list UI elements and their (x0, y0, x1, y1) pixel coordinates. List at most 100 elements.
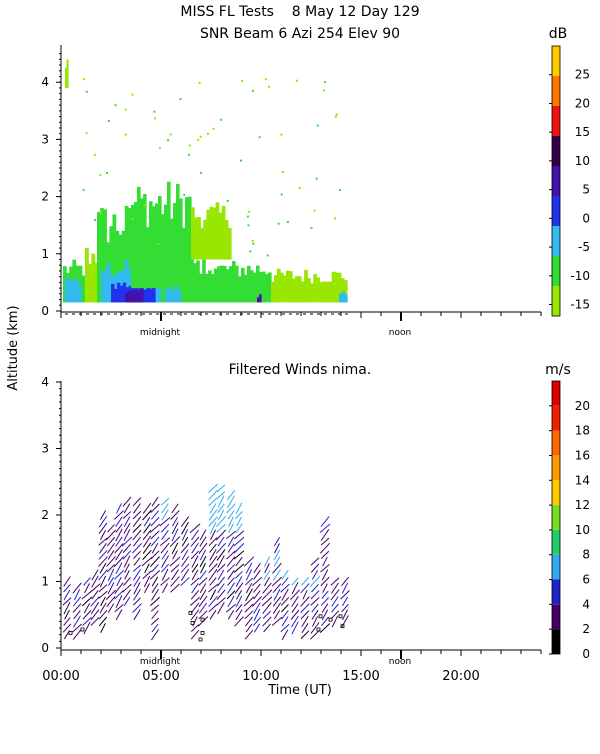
snr-cell (340, 278, 345, 303)
wind-barb (208, 604, 218, 613)
snr-cell (344, 294, 348, 303)
snr-cell (167, 181, 171, 289)
snr-cell (253, 272, 257, 303)
wind-barb (311, 603, 319, 613)
wind-barb (99, 543, 107, 554)
wind-barb (133, 569, 141, 581)
wind-barb (261, 589, 273, 601)
snr-cell (259, 272, 263, 303)
snr-cell (94, 263, 99, 303)
wind-barb (319, 523, 331, 533)
snr-cell (307, 278, 311, 303)
snr-cell (194, 217, 198, 260)
wind-barb (198, 595, 208, 608)
wind-barb (190, 609, 200, 621)
wind-barb (243, 556, 255, 567)
snr-cell (280, 272, 284, 303)
snr-speckle (107, 120, 110, 122)
wind-barb (151, 623, 159, 633)
wind-barb (199, 529, 207, 541)
wind-barb (180, 568, 190, 581)
wind-barb (208, 583, 218, 593)
wind-barb (90, 596, 100, 607)
snr-cell (155, 203, 159, 289)
snr-cell (262, 271, 266, 303)
wind-barb (100, 623, 106, 634)
wind-barb (150, 617, 160, 626)
wind-barb (142, 529, 152, 541)
snr-speckle (268, 85, 270, 88)
wind-barb (106, 595, 116, 608)
wind-barb (272, 602, 282, 614)
snr-speckle (188, 153, 191, 156)
snr-speckle (280, 193, 283, 196)
snr-cell (289, 271, 293, 303)
snr-cell (232, 261, 236, 303)
colorbar-swatch (552, 480, 560, 506)
wind-barb (272, 562, 282, 574)
snr-cell (215, 202, 220, 260)
colorbar-tick-label: 25 (575, 68, 590, 82)
wind-barb (113, 556, 125, 567)
colorbar-swatch (552, 604, 560, 630)
colorbar-swatch (552, 226, 560, 256)
wind-barb (107, 603, 115, 613)
wind-barb (115, 516, 123, 527)
wind-barb (273, 610, 281, 620)
wind-barb (114, 604, 124, 613)
wind-barb (91, 575, 99, 588)
wind-barb (132, 510, 142, 520)
snr-speckle (124, 133, 127, 136)
wind-barb (62, 597, 72, 606)
wind-barb (341, 576, 349, 587)
wind-barb (63, 583, 71, 593)
wind-barb (320, 537, 330, 546)
wind-barb (106, 556, 116, 568)
snr-speckle (240, 159, 242, 162)
wind-barb (330, 589, 340, 601)
snr-speckle (258, 136, 261, 139)
wind-barb (271, 616, 283, 626)
colorbar-tick-label: 5 (582, 183, 590, 197)
wind-barb (181, 556, 189, 567)
wind-barb (150, 556, 160, 567)
wind-barb (114, 510, 124, 520)
snr-cell (339, 293, 343, 303)
wind-barb (291, 577, 299, 586)
wind-barb (122, 511, 132, 519)
snr-cell (292, 278, 296, 303)
snr-cell (122, 282, 127, 303)
snr-cell (74, 279, 79, 303)
wind-barb (233, 543, 245, 554)
snr-cell (211, 273, 215, 303)
wind-barb (123, 528, 131, 541)
wind-barb (133, 576, 141, 587)
wind-barb (99, 562, 107, 574)
snr-speckle (169, 133, 172, 136)
snr-speckle (154, 117, 156, 120)
y-tick-label: 1 (41, 575, 49, 589)
wind-barb (181, 549, 189, 561)
wind-barb (227, 577, 235, 586)
calm-wind-marker (190, 621, 195, 625)
wind-barb (264, 576, 270, 587)
wind-barb (310, 622, 320, 634)
wind-barb (200, 562, 206, 574)
wind-barb (235, 609, 243, 621)
snr-cell (177, 291, 182, 303)
colorbar-tick-label: 14 (575, 473, 590, 487)
wind-barb (150, 604, 160, 612)
wind-barb (301, 576, 309, 587)
wind-barb (273, 556, 281, 567)
wind-barb (141, 556, 153, 567)
snr-speckle (226, 200, 229, 202)
wind-barb (142, 542, 152, 554)
wind-barb (161, 550, 169, 560)
x-tick-label: 10:00 (242, 669, 279, 684)
wind-barb (150, 516, 160, 527)
snr-cell (166, 260, 171, 303)
snr-speckle (310, 227, 313, 230)
wind-barb (161, 568, 169, 581)
snr-speckle (153, 110, 156, 113)
wind-barb-layer (62, 483, 350, 642)
